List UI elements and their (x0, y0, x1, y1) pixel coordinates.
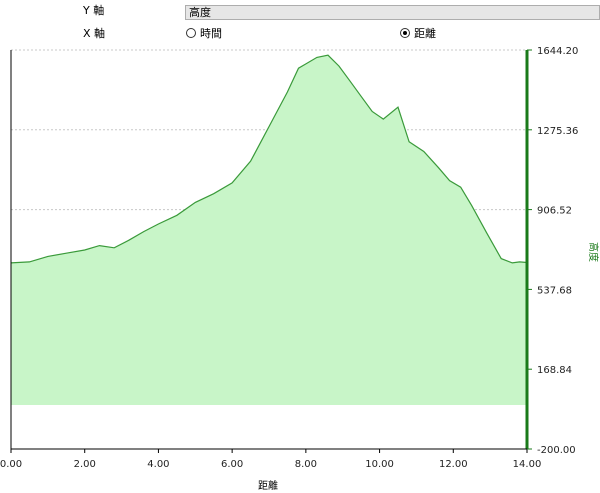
x-tick-label: 0.00 (0, 459, 22, 470)
y-tick-labels: 1644.20 1275.36 906.52 537.68 168.84 -200.00 (527, 46, 578, 456)
x-axis-row: X 軸 (0, 22, 600, 40)
x-axis-radio-time[interactable]: 時間 (186, 25, 222, 41)
y-tick-label: -200.00 (537, 445, 576, 456)
y-axis-row: Y 軸 高度 (0, 0, 600, 20)
x-tick-label: 2.00 (74, 459, 96, 470)
x-axis-radio-distance[interactable]: 距離 (400, 25, 436, 41)
y-axis-select[interactable]: 高度 (185, 5, 600, 20)
y-axis-label: Y 軸 (83, 4, 105, 17)
y-axis-title: 高度 (587, 242, 600, 262)
x-axis-title: 距離 (258, 479, 278, 492)
radio-time-label: 時間 (200, 27, 222, 40)
radio-distance-dot[interactable] (400, 28, 410, 38)
radio-distance-label: 距離 (414, 27, 436, 40)
x-tick-label: 12.00 (439, 459, 468, 470)
y-tick-label: 1275.36 (537, 126, 578, 137)
elevation-area (11, 55, 527, 405)
radio-time-dot[interactable] (186, 28, 196, 38)
elevation-line (10, 54, 528, 264)
x-tick-label: 6.00 (221, 459, 243, 470)
y-tick-label: 1644.20 (537, 46, 578, 57)
y-tick-label: 537.68 (537, 285, 572, 296)
x-tick-label: 8.00 (295, 459, 317, 470)
x-tick-labels: 0.00 2.00 4.00 6.00 8.00 10.00 12.00 14.00 (0, 449, 541, 470)
x-axis-label: X 軸 (83, 27, 106, 40)
x-tick-label: 4.00 (147, 459, 169, 470)
y-tick-label: 168.84 (537, 365, 572, 376)
x-tick-label: 14.00 (513, 459, 542, 470)
y-tick-label: 906.52 (537, 206, 572, 217)
x-tick-label: 10.00 (365, 459, 394, 470)
